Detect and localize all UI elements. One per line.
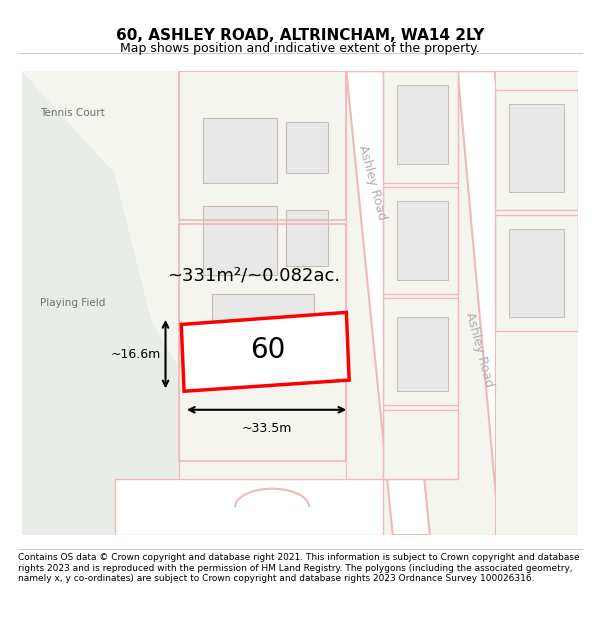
Text: ~331m²/~0.082ac.: ~331m²/~0.082ac. [167, 266, 340, 284]
Text: Ashley Road: Ashley Road [463, 311, 495, 388]
Bar [397, 201, 448, 280]
Bar [203, 118, 277, 182]
Bar [383, 299, 458, 405]
Bar [509, 104, 565, 192]
Polygon shape [383, 71, 458, 479]
Bar [495, 90, 578, 211]
Bar [509, 229, 565, 317]
Bar [383, 71, 458, 182]
Text: 60, ASHLEY ROAD, ALTRINCHAM, WA14 2LY: 60, ASHLEY ROAD, ALTRINCHAM, WA14 2LY [116, 28, 484, 43]
Text: ~33.5m: ~33.5m [241, 422, 292, 435]
Polygon shape [346, 71, 430, 535]
Polygon shape [22, 71, 179, 535]
Text: Tennis Court: Tennis Court [40, 108, 105, 118]
Polygon shape [495, 71, 578, 535]
Bar [212, 294, 314, 368]
Text: Map shows position and indicative extent of the property.: Map shows position and indicative extent… [120, 42, 480, 55]
Polygon shape [179, 71, 346, 479]
Bar [286, 122, 328, 173]
Polygon shape [115, 479, 383, 535]
Polygon shape [458, 71, 536, 535]
Bar [203, 206, 277, 275]
Polygon shape [181, 312, 349, 391]
Bar [179, 336, 346, 461]
Text: Playing Field: Playing Field [40, 298, 106, 308]
Bar [383, 188, 458, 294]
Bar [179, 224, 346, 331]
Text: ~16.6m: ~16.6m [110, 348, 161, 361]
Text: 60: 60 [250, 336, 285, 364]
Text: Ashley Road: Ashley Road [356, 144, 389, 221]
Bar [397, 85, 448, 164]
Bar [495, 215, 578, 331]
Bar [286, 211, 328, 266]
Bar [383, 410, 458, 479]
Bar [179, 71, 346, 219]
Bar [397, 317, 448, 391]
Text: Contains OS data © Crown copyright and database right 2021. This information is : Contains OS data © Crown copyright and d… [18, 553, 580, 583]
